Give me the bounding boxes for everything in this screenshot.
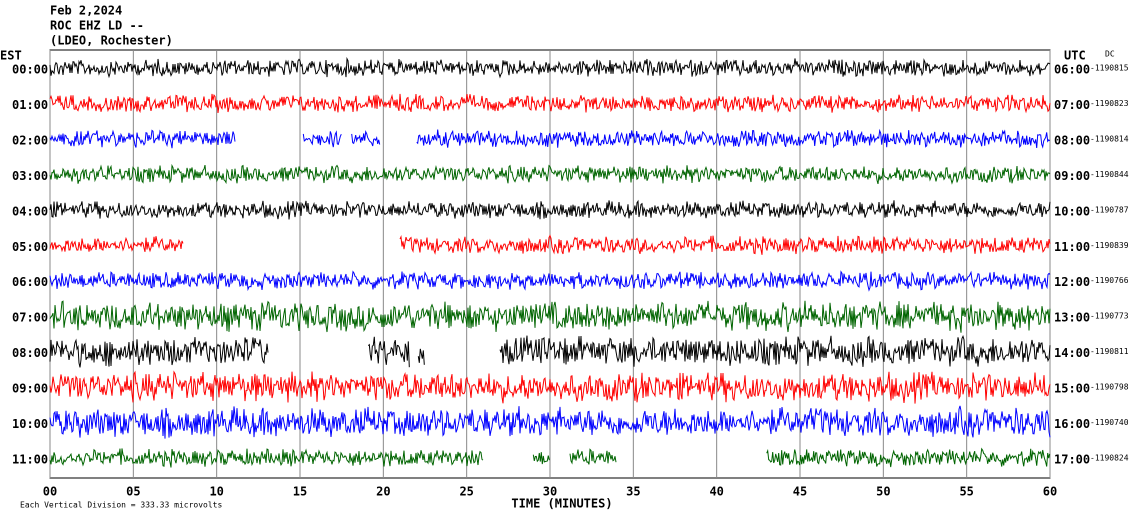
est-header: EST [0,49,22,63]
trace-segment [49,337,269,368]
trace-segment [49,163,1051,185]
x-tick-label: 55 [959,485,973,499]
trace-segment [49,236,184,253]
trace-segment [399,234,1051,255]
utc-label: 14:00 [1054,346,1090,360]
est-label: 02:00 [12,133,48,147]
est-label: 00:00 [12,63,48,77]
trace-segment [49,270,1051,292]
trace-segment [416,128,1051,149]
trace-segment [49,56,1051,79]
est-label: 09:00 [12,382,48,396]
dc-label: -1190773 [1090,312,1129,321]
utc-header: UTC [1064,49,1086,63]
trace-segment [49,93,1051,114]
trace-segment [417,348,425,365]
x-tick-label: 35 [626,485,640,499]
x-tick-label: 30 [543,485,557,499]
title-line: Feb 2,2024 [50,4,122,18]
est-label: 08:00 [12,346,48,360]
utc-label: 06:00 [1054,63,1090,77]
dc-label: -1190814 [1090,134,1129,143]
dc-label: -1190815 [1090,64,1129,73]
trace-segment [532,452,550,465]
utc-label: 07:00 [1054,98,1090,112]
trace-segment [49,370,1051,404]
est-label: 05:00 [12,240,48,254]
x-tick-label: 20 [376,485,390,499]
dc-label: -1190766 [1090,276,1129,285]
est-label: 10:00 [12,417,48,431]
utc-label: 10:00 [1054,204,1090,218]
dc-label: -1190740 [1090,418,1129,427]
x-tick-label: 10 [209,485,223,499]
dc-label: -1190839 [1090,241,1129,250]
utc-label: 15:00 [1054,382,1090,396]
x-axis-label: TIME (MINUTES) [511,497,612,511]
trace-segment [766,447,1051,468]
est-label: 07:00 [12,311,48,325]
dc-label: -1190798 [1090,383,1129,392]
utc-label: 12:00 [1054,275,1090,289]
est-label: 04:00 [12,204,48,218]
x-tick-label: 60 [1043,485,1057,499]
dc-label: -1190811 [1090,347,1129,356]
utc-label: 09:00 [1054,169,1090,183]
dc-label: -1190844 [1090,170,1129,179]
utc-label: 17:00 [1054,452,1090,466]
trace-segment [49,199,1051,220]
title-line: ROC EHZ LD -- [50,19,144,33]
trace-segment [49,405,1051,439]
trace-segment [49,129,236,149]
title-line: (LDEO, Rochester) [50,34,173,48]
x-tick-label: 05 [126,485,140,499]
trace-segment [367,336,410,368]
est-label: 01:00 [12,98,48,112]
est-label: 06:00 [12,275,48,289]
utc-label: 16:00 [1054,417,1090,431]
trace-segment [351,129,381,147]
utc-label: 08:00 [1054,133,1090,147]
trace-segment [49,448,484,468]
utc-label: 13:00 [1054,311,1090,325]
x-tick-label: 40 [709,485,723,499]
trace-segment [302,130,342,148]
dc-label: -1190824 [1090,453,1129,462]
dc-label: -1190823 [1090,99,1129,108]
est-label: 03:00 [12,169,48,183]
x-tick-label: 45 [793,485,807,499]
trace-segment [569,448,617,465]
trace-segment [499,335,1051,367]
x-tick-label: 15 [293,485,307,499]
scale-note: Each Vertical Division = 333.33 microvol… [20,501,222,510]
est-label: 11:00 [12,452,48,466]
dc-header: DC [1105,50,1115,59]
dc-label: -1190787 [1090,205,1129,214]
x-tick-label: 25 [459,485,473,499]
x-tick-label: 00 [43,485,57,499]
utc-label: 11:00 [1054,240,1090,254]
x-tick-label: 50 [876,485,890,499]
trace-segment [49,300,1051,333]
